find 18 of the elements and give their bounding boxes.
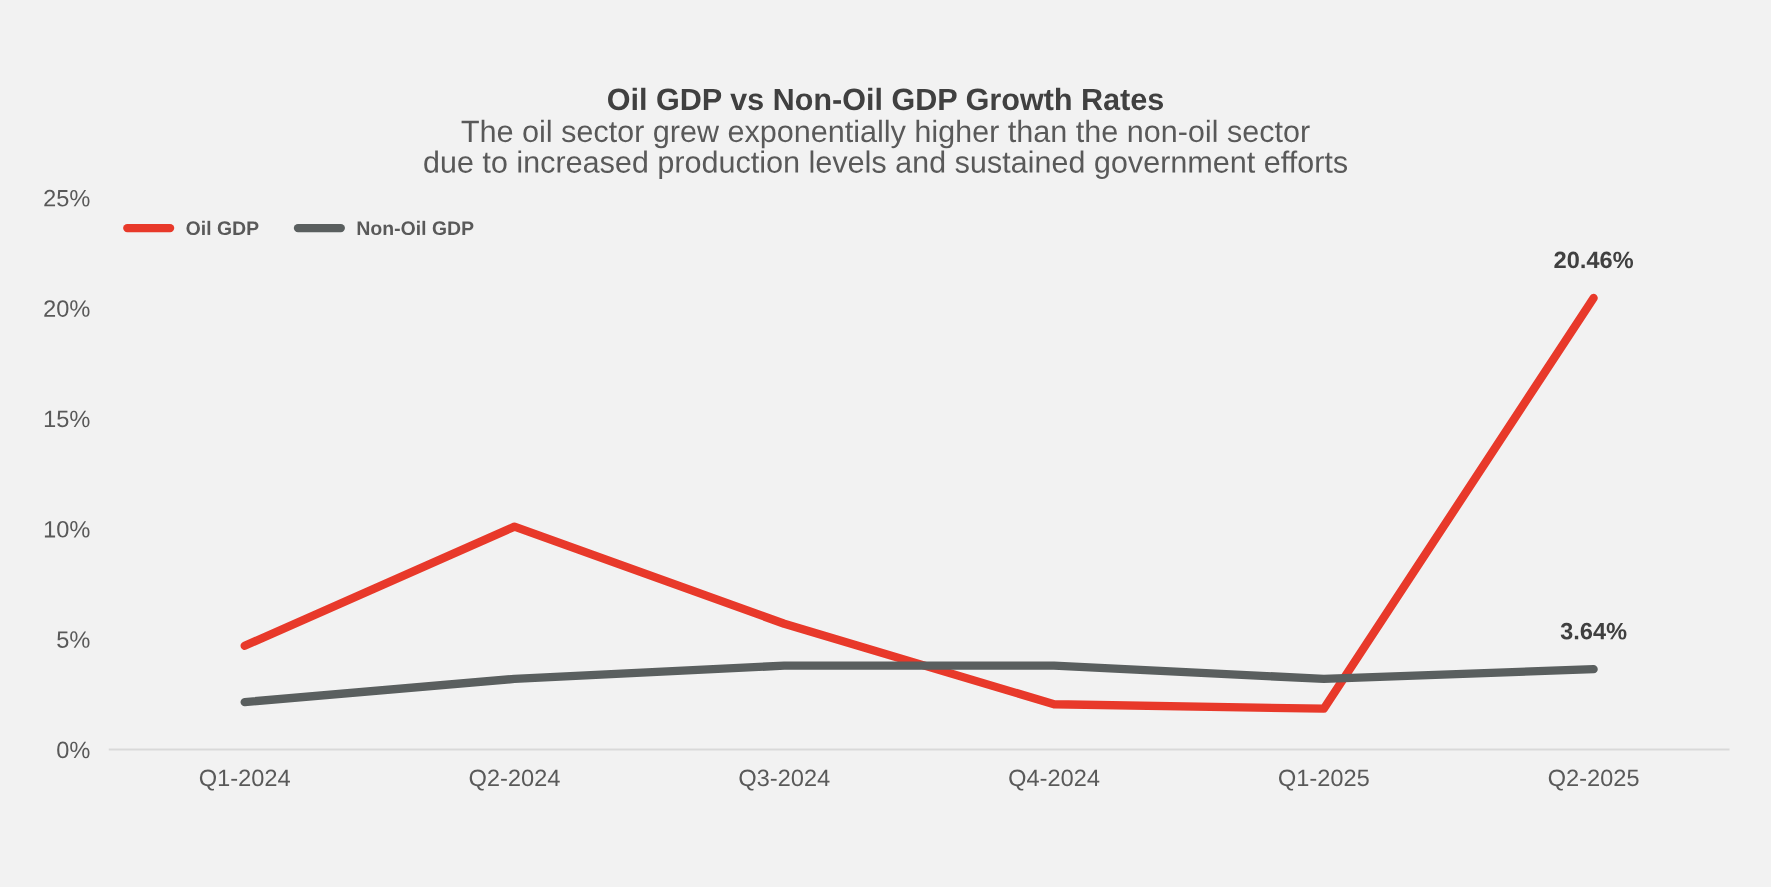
y-tick-label: 10% [44,520,90,538]
y-tick-label: 25% [44,189,90,207]
y-tick-label: 0% [57,741,90,759]
legend-label: Non-Oil GDP [357,220,474,236]
legend-label: Oil GDP [186,220,259,236]
chart-subtitle: The oil sector grew exponentially higher than the non-oil sector due to increased production levels and sustained government efforts [424,119,1348,179]
y-tick-label: 5% [57,631,90,648]
x-tick-label: Q4-2024 [1009,769,1100,791]
data-label: 20.46% [1554,251,1634,269]
y-tick-label: 15% [44,410,90,428]
x-tick-label: Q2-2024 [469,769,560,791]
x-tick-label: Q2-2025 [1548,769,1639,791]
chart-title: Oil GDP vs Non-Oil GDP Growth Rates [608,87,1164,111]
x-tick-label: Q1-2024 [199,769,290,791]
data-label: 3.64% [1560,622,1627,640]
x-tick-label: Q3-2024 [739,769,830,791]
x-tick-label: Q1-2025 [1279,769,1369,791]
y-tick-label: 20% [44,300,90,317]
